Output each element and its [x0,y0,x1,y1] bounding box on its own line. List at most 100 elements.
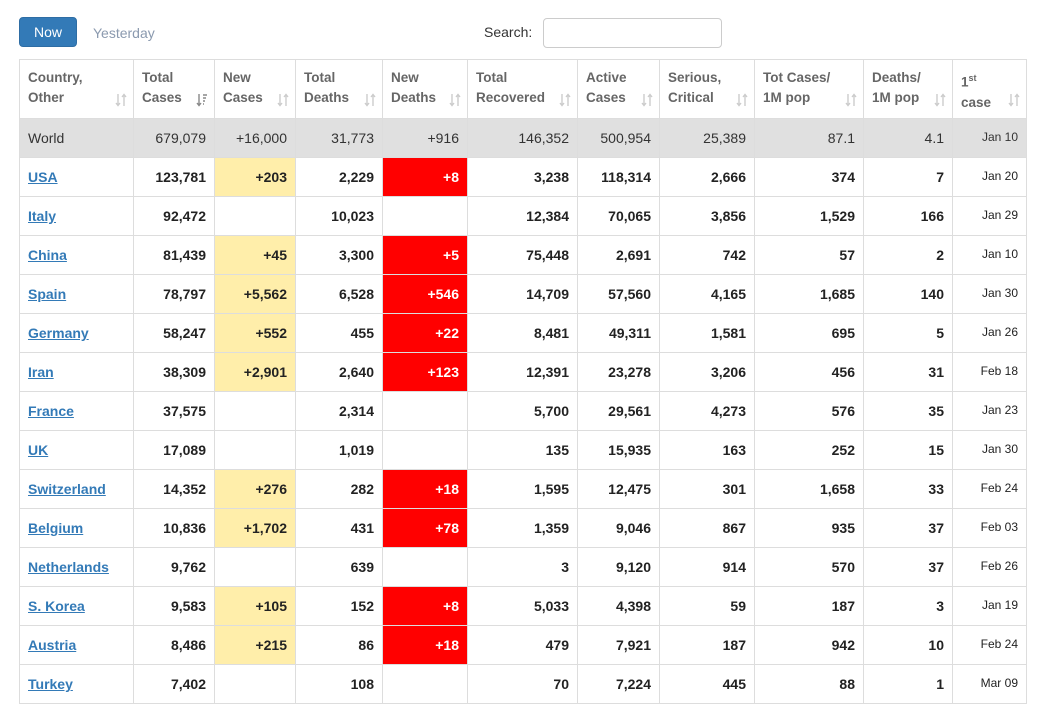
cell-deaths-1m: 31 [863,352,953,392]
col-header-new-cases[interactable]: New Cases [214,59,296,119]
header-row: Country, Other Total Cases New Cases Total D… [19,59,1027,119]
table-row: S. Korea 9,583 +105 152 +8 5,033 4,398 59 187 3 Ja… [19,586,1027,626]
table-row: Switzerland 14,352 +276 282 +18 1,595 12,475 30… [19,469,1027,509]
cell-deaths-1m: 140 [863,274,953,314]
cell-active-cases: 9,046 [577,508,660,548]
col-header-active-cases[interactable]: Active Cases [577,59,660,119]
cell-active-cases: 57,560 [577,274,660,314]
cell-new-deaths: +8 [382,586,468,626]
country-link[interactable]: Germany [28,325,89,341]
country-link[interactable]: France [28,403,74,419]
cell-total-recovered: 479 [467,625,578,665]
cell-serious: 867 [659,508,755,548]
cell-tot-cases-1m: 252 [754,430,864,470]
cell-total-cases: 9,762 [133,547,215,587]
cell-deaths-1m: 1 [863,664,953,704]
search-input[interactable] [543,18,722,48]
cell-total-recovered: 1,595 [467,469,578,509]
cell-first-case: Mar 09 [952,664,1027,704]
cell-country: Turkey [19,664,134,704]
cell-serious: 3,206 [659,352,755,392]
cell-country: World [19,118,134,158]
country-link[interactable]: Switzerland [28,481,106,497]
country-link[interactable]: Belgium [28,520,84,536]
cell-first-case: Feb 03 [952,508,1027,548]
cell-total-cases: 123,781 [133,157,215,197]
country-link[interactable]: Austria [28,637,77,653]
cell-total-deaths: 31,773 [295,118,383,158]
cell-new-deaths: +18 [382,625,468,665]
cell-active-cases: 29,561 [577,391,660,431]
cell-total-deaths: 108 [295,664,383,704]
col-header-deaths-1m[interactable]: Deaths/1M pop [863,59,953,119]
cell-new-cases [214,664,296,704]
col-header-tot-cases-1m[interactable]: Tot Cases/1M pop [754,59,864,119]
cell-new-deaths [382,391,468,431]
search-label: Search: [484,24,533,40]
table-row: Netherlands 9,762 639 3 9,120 914 570 37 Feb 26 [19,547,1027,587]
cell-first-case: Jan 23 [952,391,1027,431]
col-header-total-cases[interactable]: Total Cases [133,59,215,119]
cell-country: Spain [19,274,134,314]
cell-tot-cases-1m: 1,529 [754,196,864,236]
col-header-country[interactable]: Country, Other [19,59,134,119]
cell-country: Iran [19,352,134,392]
cell-tot-cases-1m: 374 [754,157,864,197]
country-link[interactable]: Spain [28,286,67,302]
cell-deaths-1m: 10 [863,625,953,665]
col-header-serious[interactable]: Serious, Critical [659,59,755,119]
cell-active-cases: 118,314 [577,157,660,197]
cell-total-deaths: 2,640 [295,352,383,392]
col-header-new-deaths[interactable]: New Deaths [382,59,468,119]
country-link[interactable]: China [28,247,67,263]
cell-new-deaths: +546 [382,274,468,314]
cell-total-deaths: 86 [295,625,383,665]
cell-new-cases [214,547,296,587]
cell-new-cases [214,196,296,236]
sort-icon [1008,93,1020,107]
country-link[interactable]: Iran [28,364,54,380]
cell-country: UK [19,430,134,470]
cell-serious: 1,581 [659,313,755,353]
cell-total-recovered: 3 [467,547,578,587]
cell-active-cases: 4,398 [577,586,660,626]
sort-icon [364,93,376,107]
cell-total-deaths: 10,023 [295,196,383,236]
cell-deaths-1m: 37 [863,508,953,548]
tab-now[interactable]: Now [19,17,77,47]
cell-tot-cases-1m: 57 [754,235,864,275]
cell-total-cases: 92,472 [133,196,215,236]
country-link[interactable]: S. Korea [28,598,85,614]
cell-serious: 4,165 [659,274,755,314]
cell-deaths-1m: 7 [863,157,953,197]
cell-tot-cases-1m: 942 [754,625,864,665]
col-header-total-deaths[interactable]: Total Deaths [295,59,383,119]
country-link[interactable]: USA [28,169,58,185]
country-link[interactable]: Turkey [28,676,73,692]
sort-icon [449,93,461,107]
table-row: Iran 38,309 +2,901 2,640 +123 12,391 23,278 3,2… [19,352,1027,392]
tab-yesterday[interactable]: Yesterday [93,25,155,41]
cell-total-deaths: 431 [295,508,383,548]
col-header-first-case[interactable]: 1st case [952,59,1027,119]
cell-total-deaths: 455 [295,313,383,353]
cell-new-deaths: +22 [382,313,468,353]
cell-tot-cases-1m: 87.1 [754,118,864,158]
country-link[interactable]: Netherlands [28,559,109,575]
cell-deaths-1m: 37 [863,547,953,587]
cell-active-cases: 23,278 [577,352,660,392]
table-row: Belgium 10,836 +1,702 431 +78 1,359 9,046 867 93… [19,508,1027,548]
cell-new-cases: +276 [214,469,296,509]
cell-tot-cases-1m: 456 [754,352,864,392]
cell-country: USA [19,157,134,197]
cell-deaths-1m: 5 [863,313,953,353]
country-link[interactable]: Italy [28,208,57,224]
cell-total-cases: 58,247 [133,313,215,353]
cell-total-deaths: 6,528 [295,274,383,314]
cell-total-cases: 78,797 [133,274,215,314]
country-link[interactable]: UK [28,442,49,458]
col-header-total-recovered[interactable]: Total Recovered [467,59,578,119]
cell-country: Austria [19,625,134,665]
cell-tot-cases-1m: 187 [754,586,864,626]
cell-new-cases: +552 [214,313,296,353]
